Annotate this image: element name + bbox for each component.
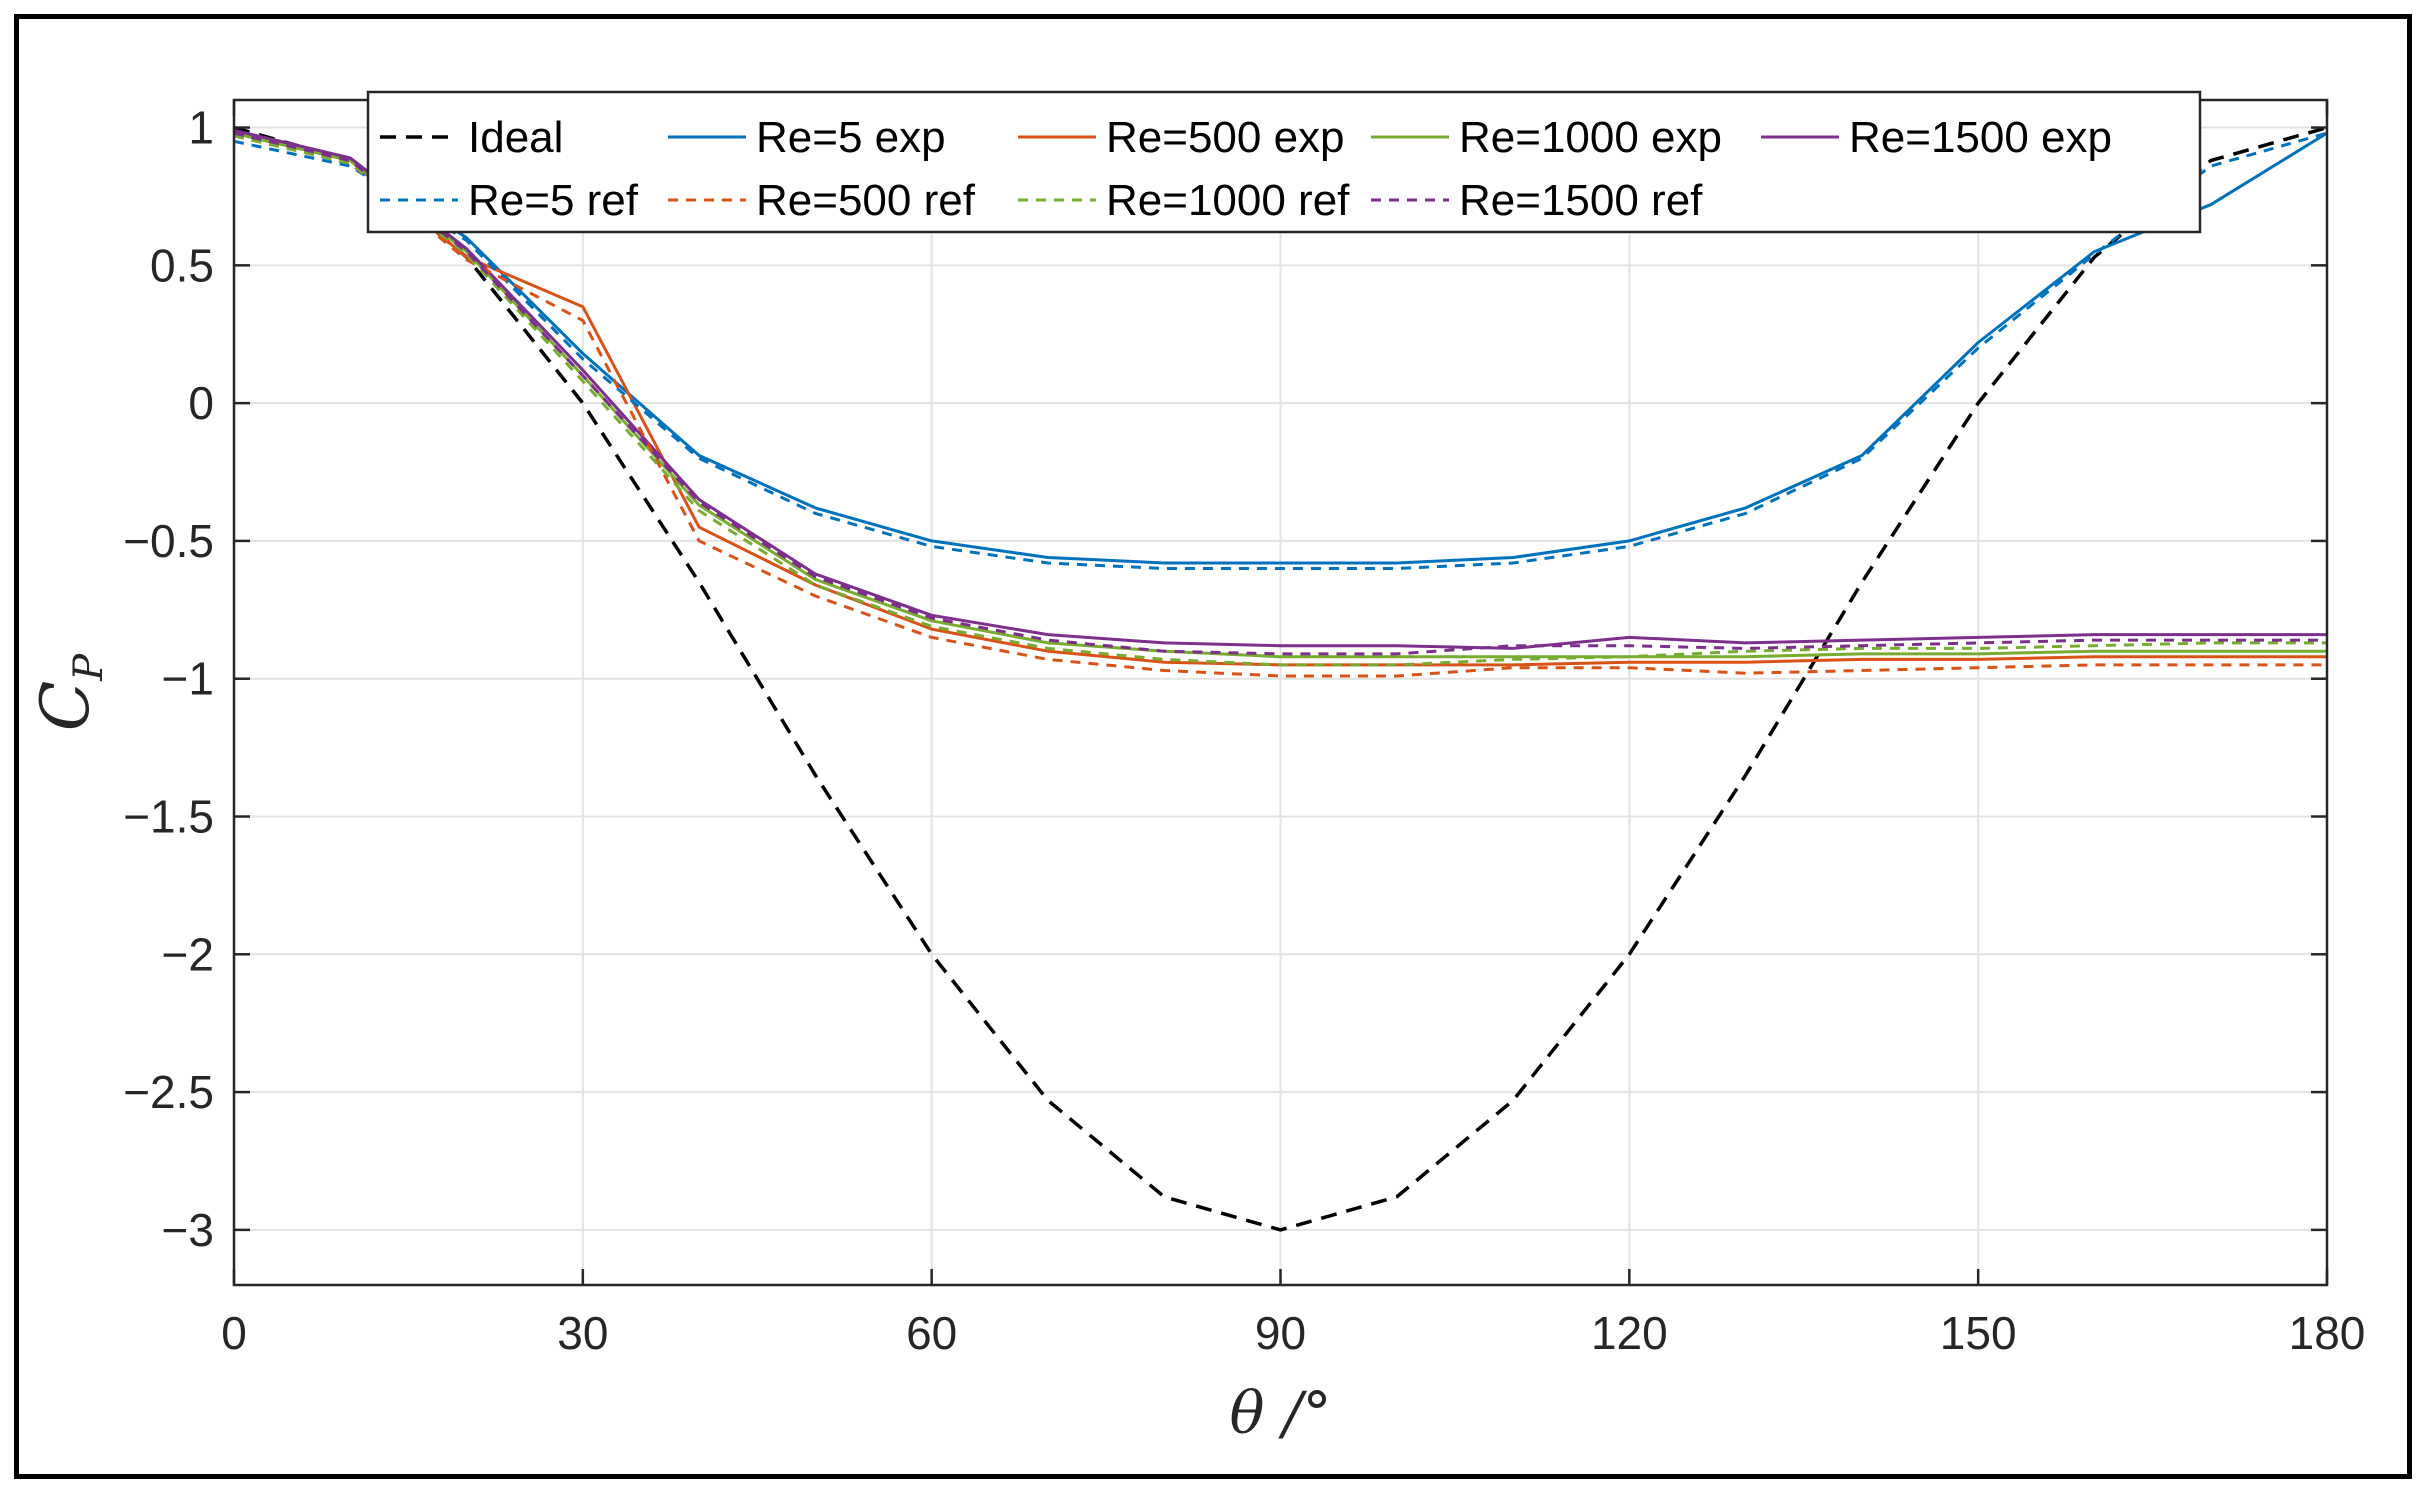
legend-label-re-1000-exp: Re=1000 exp	[1459, 113, 1722, 162]
y-tick-label: −3	[162, 1204, 214, 1256]
grid	[233, 100, 2328, 1285]
legend-label-re-1500-exp: Re=1500 exp	[1849, 113, 2112, 162]
series-line-re-5-ref	[233, 131, 2328, 570]
legend-label-re-1000-ref: Re=1000 ref	[1106, 176, 1350, 225]
y-axis-title: CP	[27, 653, 112, 732]
figure-frame	[14, 14, 2412, 1479]
y-axis-title-main: C	[27, 681, 104, 732]
x-tick-label: 150	[1940, 1307, 2017, 1359]
x-axis-title: θ /°	[1230, 1379, 1332, 1447]
y-tick-label: −2	[162, 928, 214, 980]
series-lines	[233, 125, 2328, 1232]
x-tick-label: 60	[906, 1307, 957, 1359]
y-axis-title-subscript: P	[66, 653, 112, 682]
x-tick-label: 30	[557, 1307, 608, 1359]
y-tick-label: −0.5	[123, 515, 214, 567]
y-tick-label: −2.5	[123, 1066, 214, 1118]
x-tick-label: 90	[1255, 1307, 1306, 1359]
legend-label-re-5-ref: Re=5 ref	[468, 176, 639, 225]
x-tick-label: 0	[221, 1307, 247, 1359]
series-line-re-1000-ref	[233, 134, 2327, 667]
legend-box	[366, 90, 2202, 234]
x-tick-label: 120	[1591, 1307, 1668, 1359]
y-tick-label: 1	[188, 102, 214, 154]
legend: Ideal Re=5 exp Re=500 exp Re=1000 exp Re=150…	[366, 90, 2202, 234]
legend-label-re-500-exp: Re=500 exp	[1106, 113, 1345, 162]
y-tick-label: −1.5	[123, 791, 214, 843]
y-tick-label: 0.5	[150, 239, 214, 291]
series-line-re-500-ref	[233, 134, 2327, 678]
y-tick-label: 0	[188, 377, 214, 429]
series-line-ideal	[233, 125, 2328, 1232]
legend-label-re-1500-ref: Re=1500 ref	[1459, 176, 1703, 225]
series-line-re-5-exp	[233, 131, 2328, 565]
axis-ticks: 0 30 60 90 120 150 180 1 0.5 0 −0.5 −1 −1.5 −2 −2.5 −3	[123, 100, 2365, 1359]
legend-label-re-5-exp: Re=5 exp	[756, 113, 946, 162]
series-line-re-1500-exp	[233, 128, 2327, 650]
y-tick-label: −1	[162, 653, 214, 705]
x-tick-label: 180	[2289, 1307, 2366, 1359]
series-line-re-1500-ref	[233, 131, 2327, 656]
legend-label-re-500-ref: Re=500 ref	[756, 176, 976, 225]
legend-label-ideal: Ideal	[468, 113, 563, 162]
